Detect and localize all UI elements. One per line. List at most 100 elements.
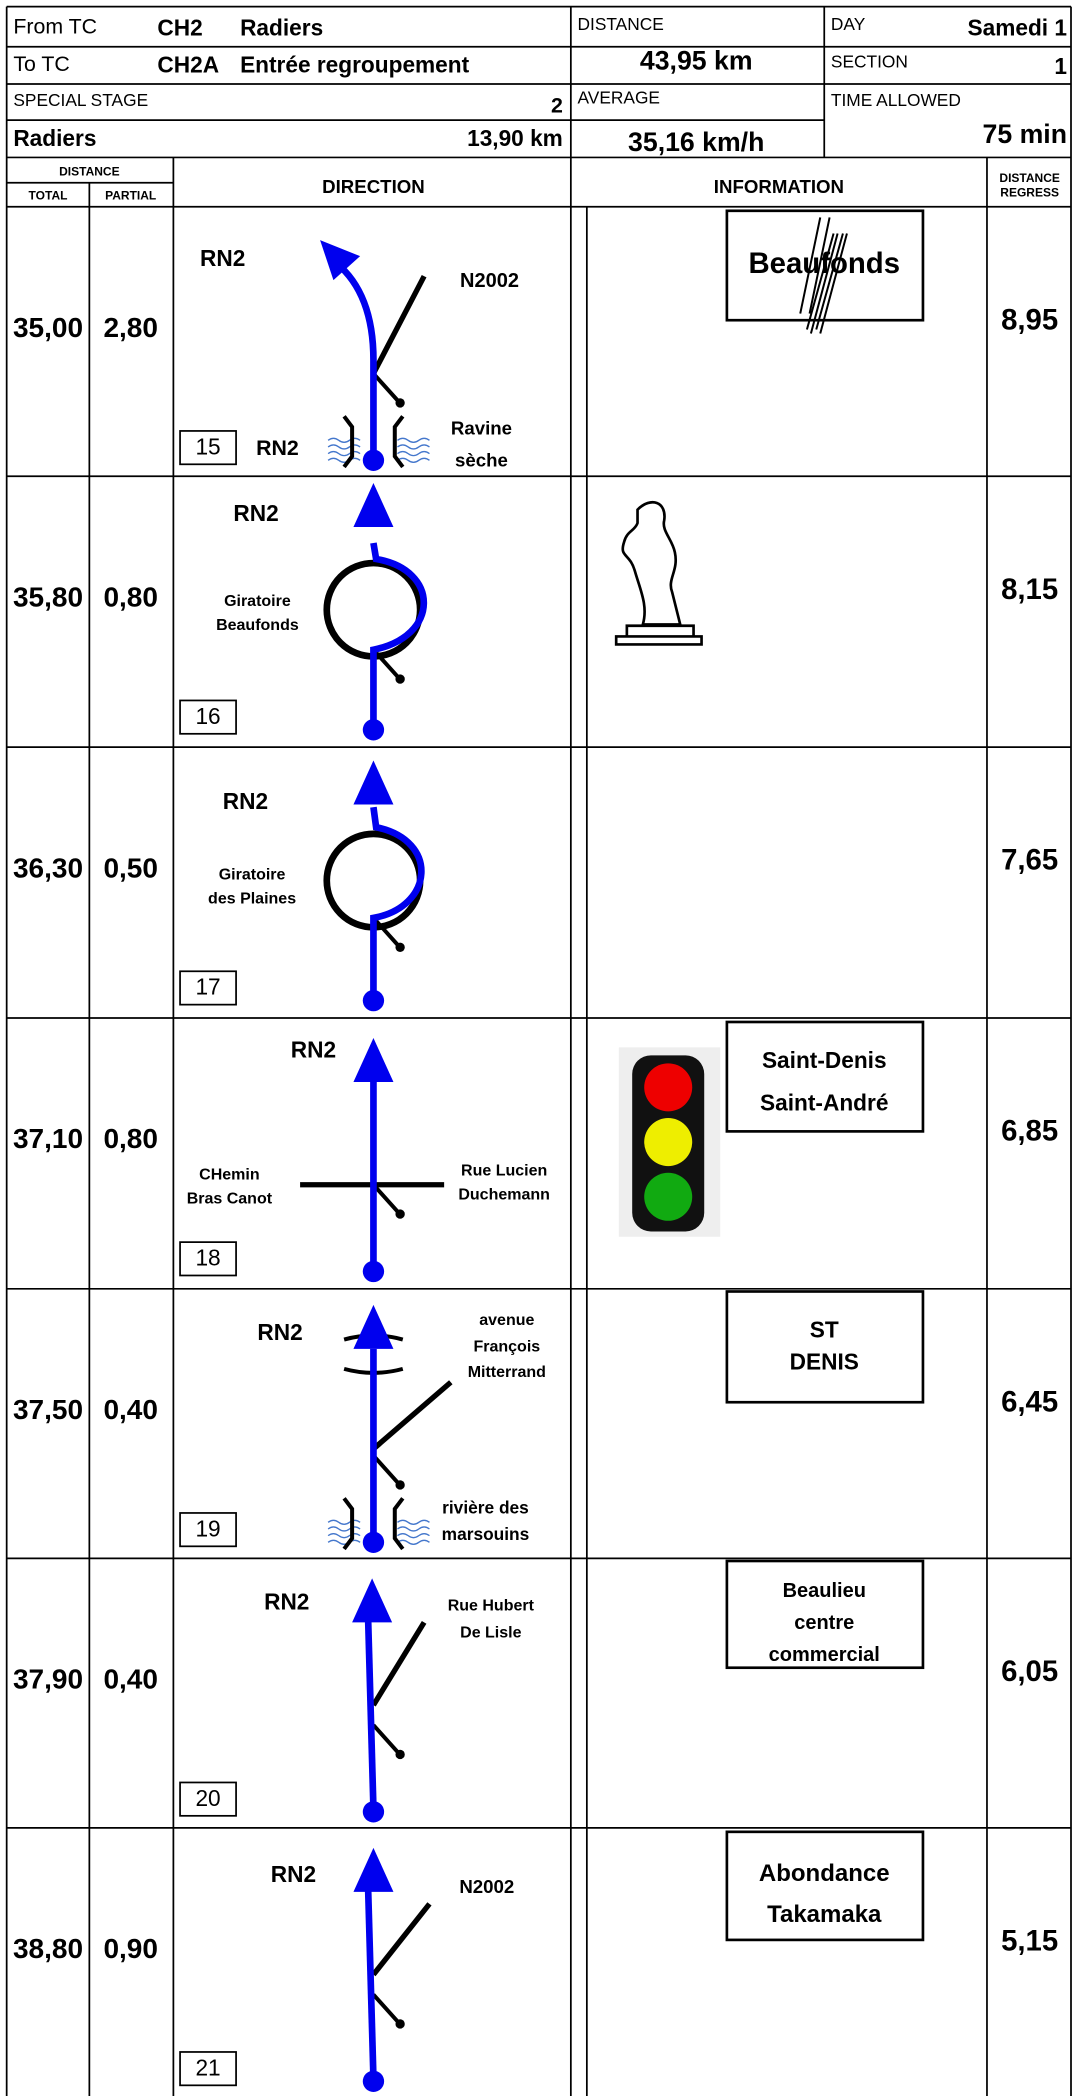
arrow-head: [320, 240, 361, 281]
number-box: [179, 2051, 237, 2087]
direction-label: Giratoire: [224, 593, 291, 610]
from-code: CH2: [157, 14, 202, 40]
direction-label: N2002: [459, 1876, 514, 1897]
number-box: [179, 1781, 237, 1817]
to-code: CH2A: [157, 52, 219, 78]
average: 35,16 km/h: [628, 127, 764, 157]
water: [327, 1526, 430, 1532]
side-road: [371, 1723, 399, 1754]
direction-label: Beaufonds: [216, 617, 299, 634]
junction-dot: [395, 1749, 405, 1760]
partial: 0,90: [103, 1933, 157, 1964]
regress: 6,45: [1001, 1385, 1058, 1418]
direction-label: RN2: [256, 436, 299, 460]
direction-label: François: [473, 1339, 540, 1356]
number: 15: [195, 433, 220, 459]
number-box: [179, 1512, 237, 1548]
direction-label: Ravine: [451, 418, 512, 439]
junction-dot: [395, 398, 405, 408]
direction-label: Bras Canot: [187, 1191, 273, 1208]
direction-label: N2002: [460, 270, 519, 292]
stage-label: SPECIAL STAGE: [13, 90, 148, 110]
col-regress: REGRESS: [1000, 186, 1059, 200]
water: [327, 437, 430, 443]
water: [327, 457, 430, 463]
total: 35,80: [13, 581, 83, 612]
grid: [5, 6, 1072, 2096]
info-text: Saint-Denis: [762, 1047, 887, 1073]
partial: 0,40: [103, 1394, 157, 1425]
side-road: [371, 1993, 399, 2023]
partial: 0,50: [103, 852, 157, 883]
lamp: [644, 1063, 693, 1112]
start-dot: [362, 449, 385, 471]
regress: 7,65: [1001, 844, 1058, 877]
direction-label: Rue Lucien: [461, 1163, 547, 1180]
total: 37,50: [13, 1394, 83, 1425]
time-label: TIME ALLOWED: [831, 90, 961, 110]
bridge: [342, 1497, 405, 1551]
header: From TC CH2 Radiers To TC CH2A Entrée re…: [6, 5, 1071, 159]
start-dot: [362, 1531, 385, 1553]
direction-label: De Lisle: [460, 1624, 521, 1641]
route: [370, 542, 427, 728]
start-dot: [362, 1260, 385, 1283]
number: 19: [195, 1515, 220, 1541]
from-name: Radiers: [240, 14, 323, 40]
info-text: Abondance: [759, 1860, 890, 1887]
direction-label: RN2: [257, 1319, 302, 1345]
start-dot: [362, 989, 385, 1012]
col-total: TOTAL: [29, 188, 68, 202]
info-text: Beaulieu: [783, 1580, 866, 1602]
route: [364, 1618, 377, 1810]
partial: 0,40: [103, 1663, 157, 1694]
side-road: [371, 274, 427, 375]
direction-label: Duchemann: [458, 1187, 550, 1204]
regress: 6,05: [1001, 1655, 1058, 1688]
direction-label: RN2: [200, 245, 245, 271]
route: [333, 260, 377, 458]
side-road: [371, 1902, 432, 1977]
info-text: centre: [794, 1612, 854, 1634]
roadbook-row: 35,80 0,80 8,15 16 RN2 Giratoire Beaufonds: [6, 475, 1071, 741]
total: 37,90: [13, 1663, 83, 1694]
total: 38,80: [13, 1933, 83, 1964]
side-road: [371, 648, 399, 678]
direction-label: RN2: [291, 1036, 336, 1062]
number-box: [179, 1241, 237, 1277]
col-partial: PARTIAL: [105, 188, 156, 202]
average-label: AVERAGE: [578, 87, 660, 107]
route: [364, 1887, 377, 2079]
lamp: [644, 1118, 693, 1167]
number: 21: [195, 2054, 220, 2080]
direction-label: Rue Hubert: [448, 1598, 535, 1615]
direction-label: RN2: [264, 1589, 309, 1615]
time-allowed: 75 min: [983, 119, 1067, 149]
water: [327, 1532, 430, 1539]
strike: [809, 233, 839, 334]
arrow-head: [353, 760, 394, 805]
col-direction: DIRECTION: [322, 176, 425, 197]
strike: [819, 233, 848, 334]
partial: 0,80: [103, 1123, 157, 1154]
direction-label: marsouins: [442, 1524, 530, 1544]
number: 17: [195, 974, 220, 1000]
section-label: SECTION: [831, 51, 908, 71]
partial: 2,80: [103, 312, 157, 343]
start-dot: [362, 1801, 385, 1823]
direction-label: CHemin: [199, 1167, 259, 1184]
column-header: DISTANCE TOTAL PARTIAL DIRECTION INFORMA…: [6, 164, 1071, 208]
side-road: [371, 1380, 453, 1451]
regress: 5,15: [1001, 1924, 1058, 1957]
partial: 0,80: [103, 581, 157, 612]
number-box: [179, 430, 237, 466]
side-road: [371, 372, 399, 402]
water: [327, 444, 430, 450]
side-road: [371, 1620, 427, 1707]
info-text: commercial: [769, 1644, 880, 1666]
info-box: [725, 1020, 925, 1133]
total: 37,10: [13, 1123, 83, 1154]
info-text: Takamaka: [767, 1901, 882, 1928]
col-information: INFORMATION: [714, 176, 844, 197]
